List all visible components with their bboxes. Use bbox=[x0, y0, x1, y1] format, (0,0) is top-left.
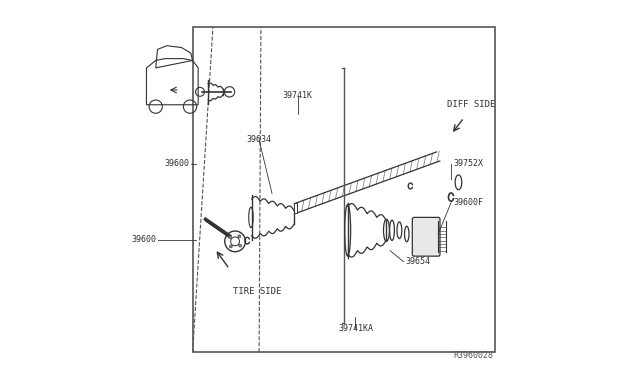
Bar bbox=[294, 203, 298, 213]
Text: TIRE SIDE: TIRE SIDE bbox=[233, 287, 282, 296]
Text: 39741KA: 39741KA bbox=[338, 324, 373, 333]
Text: 39654: 39654 bbox=[405, 257, 430, 266]
Circle shape bbox=[238, 235, 241, 238]
Text: 39600: 39600 bbox=[131, 235, 156, 244]
Circle shape bbox=[229, 245, 232, 248]
Text: 39741K: 39741K bbox=[283, 91, 313, 100]
Text: 39600F: 39600F bbox=[453, 198, 483, 207]
Text: 39752X: 39752X bbox=[453, 159, 483, 169]
Text: R3960028: R3960028 bbox=[454, 350, 493, 359]
Text: 39634: 39634 bbox=[246, 135, 271, 144]
Circle shape bbox=[239, 244, 242, 247]
FancyBboxPatch shape bbox=[412, 217, 440, 256]
Text: DIFF SIDE: DIFF SIDE bbox=[447, 100, 496, 109]
Bar bbox=[193, 27, 495, 352]
Text: 39600: 39600 bbox=[164, 159, 189, 169]
Circle shape bbox=[228, 235, 232, 238]
